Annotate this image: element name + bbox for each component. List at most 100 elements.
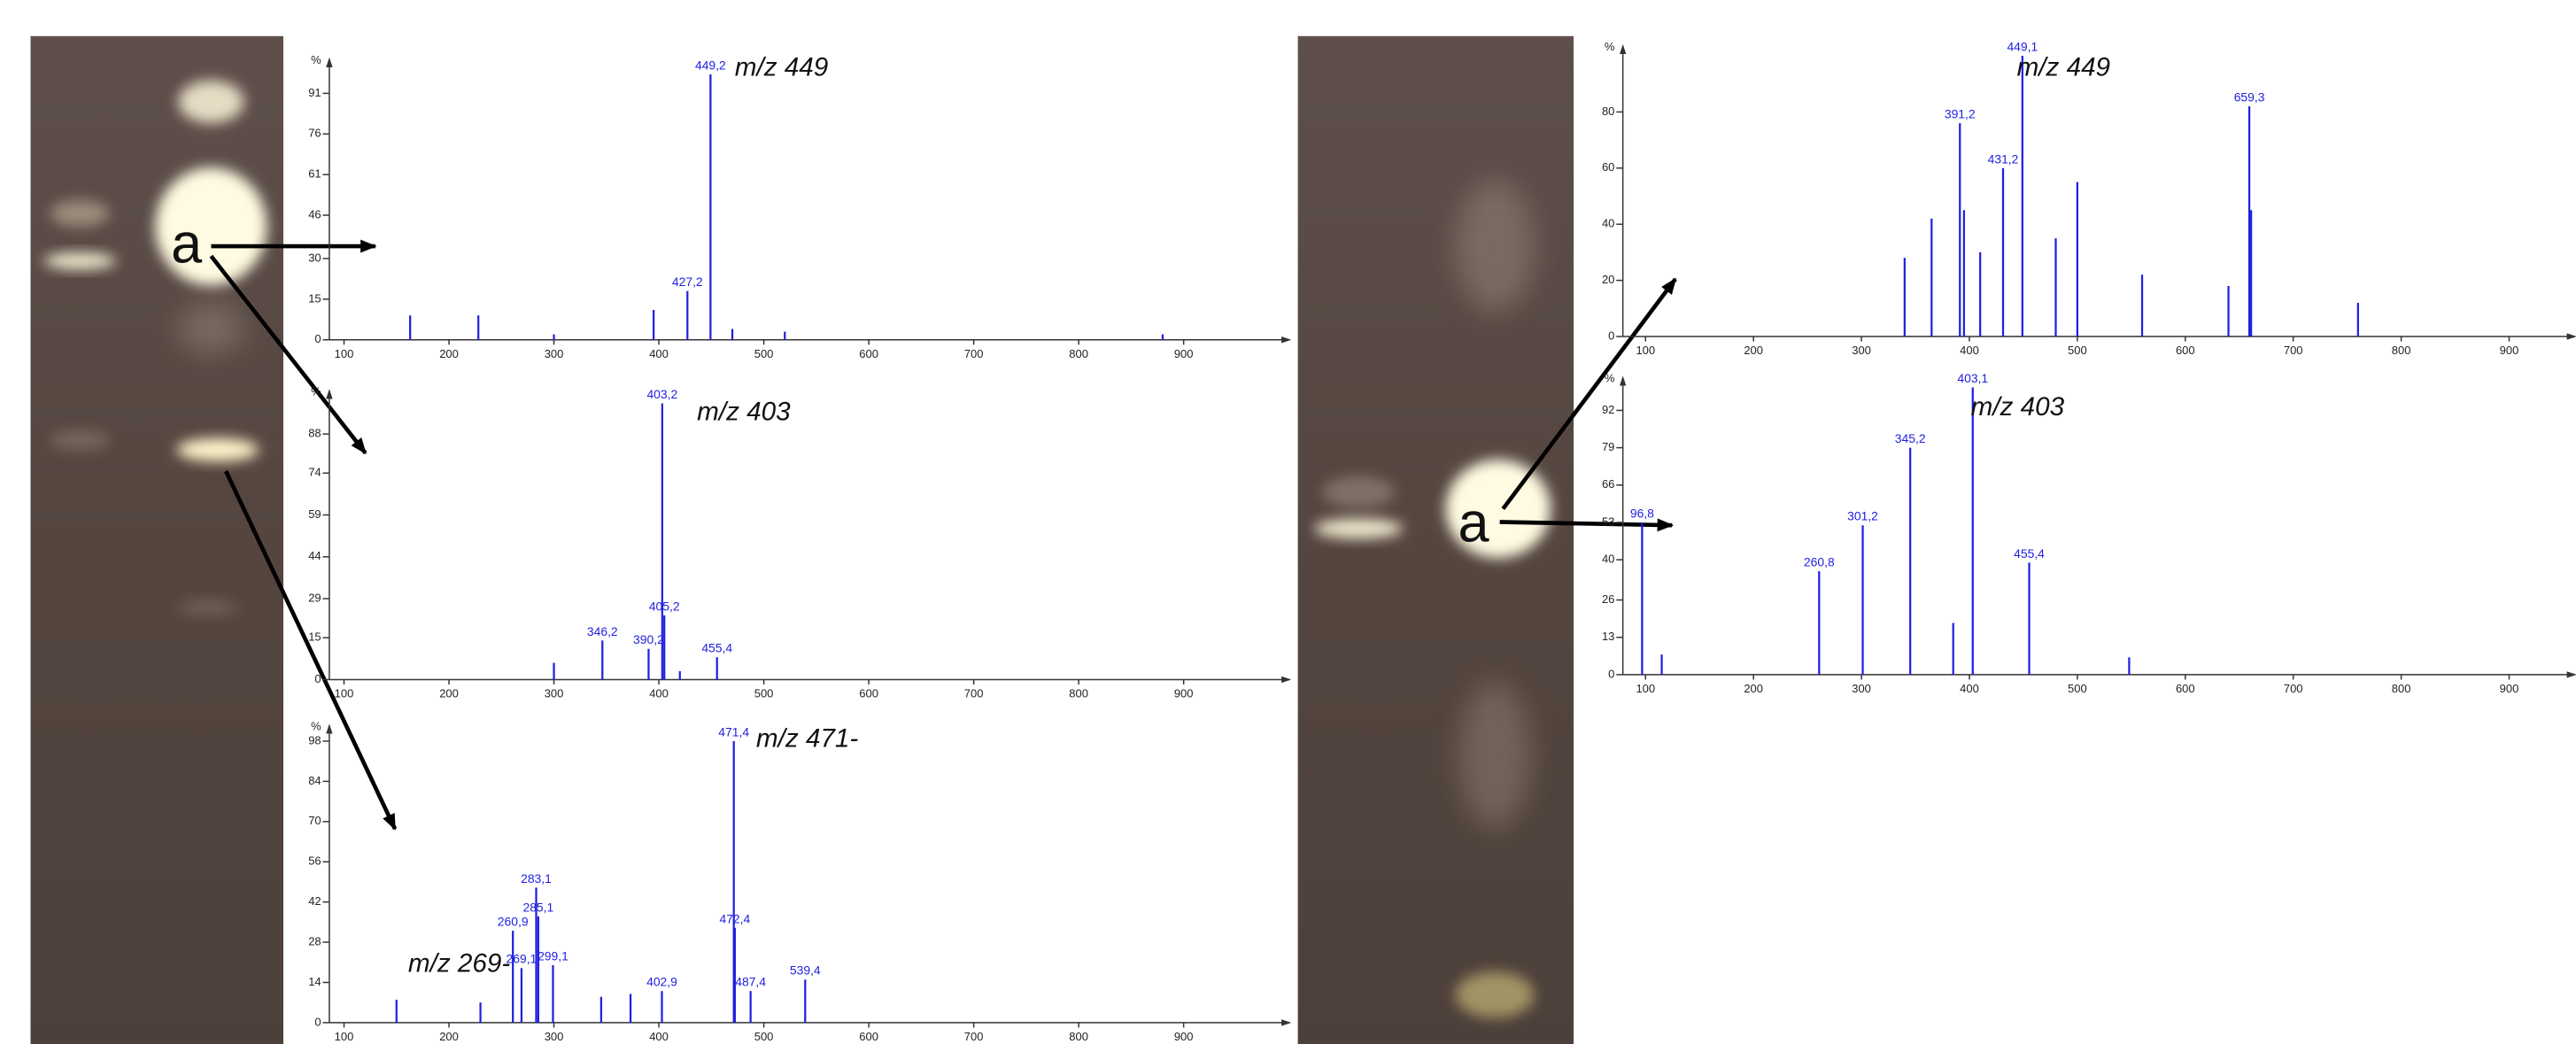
x-tick-label: 400 <box>649 347 669 360</box>
x-tick-label: 500 <box>2068 682 2087 695</box>
y-tick-label: 0 <box>314 1015 321 1028</box>
x-tick-label: 200 <box>439 687 459 700</box>
x-tick-label: 200 <box>1744 344 1763 357</box>
x-tick-label: 600 <box>2176 682 2195 695</box>
annotation: m/z 471- <box>756 723 858 753</box>
peak-label: 402,9 <box>646 975 677 989</box>
peak-label: 403,1 <box>1957 371 1988 385</box>
y-tick-label: 56 <box>308 855 321 868</box>
y-tick-label: 53 <box>1602 514 1614 528</box>
y-axis-label: % <box>1605 40 1615 53</box>
x-tick-label: 300 <box>1852 682 1871 695</box>
x-tick-label: 800 <box>2392 682 2411 695</box>
x-tick-label: 300 <box>1852 344 1871 357</box>
x-tick-label: 900 <box>1174 687 1194 700</box>
x-tick-label: 800 <box>1069 1030 1088 1043</box>
x-tick-label: 700 <box>964 347 984 360</box>
y-tick-label: 46 <box>308 207 321 220</box>
peak-label: 285,1 <box>522 900 553 914</box>
x-tick-label: 100 <box>335 347 354 360</box>
annotation: m/z 449 <box>735 52 829 81</box>
y-tick-label: 44 <box>308 549 321 562</box>
annotation: m/z 403 <box>1971 392 2065 421</box>
annotation: m/z 449 <box>2017 52 2111 81</box>
x-tick-label: 100 <box>335 1030 354 1043</box>
y-tick-label: 0 <box>314 672 321 685</box>
x-tick-label: 700 <box>964 687 984 700</box>
peak-label: 260,9 <box>498 915 529 929</box>
plate-label: a <box>171 213 203 275</box>
peak-label: 96,8 <box>1630 506 1654 520</box>
y-tick-label: 28 <box>308 934 321 947</box>
y-tick-label: 60 <box>1602 160 1614 174</box>
peak-label: 403,2 <box>646 387 677 401</box>
peak-label: 487,4 <box>735 975 766 989</box>
x-tick-label: 500 <box>754 1030 774 1043</box>
y-tick-label: 20 <box>1602 273 1614 286</box>
peak-label: 427,2 <box>672 275 703 289</box>
x-tick-label: 600 <box>859 1030 878 1043</box>
y-axis-label: % <box>311 53 321 66</box>
x-tick-label: 900 <box>2500 344 2519 357</box>
peak-label: 471,4 <box>718 724 749 739</box>
y-tick-label: 30 <box>308 251 321 264</box>
x-tick-label: 900 <box>1174 347 1194 360</box>
y-tick-label: 14 <box>308 975 321 988</box>
x-tick-label: 400 <box>1960 682 1979 695</box>
y-tick-label: 59 <box>308 507 321 521</box>
x-tick-label: 900 <box>2500 682 2519 695</box>
x-tick-label: 300 <box>545 347 564 360</box>
y-tick-label: 13 <box>1602 630 1614 643</box>
peak-label: 405,2 <box>649 599 680 613</box>
peak-label: 299,1 <box>538 948 569 963</box>
x-tick-label: 200 <box>439 1030 459 1043</box>
x-tick-label: 600 <box>859 687 878 700</box>
y-tick-label: 76 <box>308 127 321 140</box>
x-tick-label: 700 <box>2284 682 2303 695</box>
y-tick-label: 74 <box>308 466 321 479</box>
x-tick-label: 400 <box>1960 344 1979 357</box>
peak-label: 301,2 <box>1847 509 1878 523</box>
tlc-plate-left <box>31 36 283 1044</box>
peak-label: 269,1 <box>507 952 538 966</box>
y-tick-label: 15 <box>308 291 321 305</box>
peak-label: 345,2 <box>1895 431 1926 445</box>
y-tick-label: 15 <box>308 630 321 644</box>
peak-label: 283,1 <box>521 871 552 885</box>
x-tick-label: 100 <box>335 687 354 700</box>
x-tick-label: 800 <box>2392 344 2411 357</box>
peak-label: 431,2 <box>1988 151 2019 166</box>
y-tick-label: 98 <box>308 733 321 746</box>
annotation: m/z 269- <box>408 948 510 978</box>
peak-label: 659,3 <box>2234 90 2265 104</box>
x-tick-label: 800 <box>1069 347 1088 360</box>
x-tick-label: 500 <box>2068 344 2087 357</box>
x-tick-label: 200 <box>439 347 459 360</box>
x-tick-label: 100 <box>1636 344 1655 357</box>
y-tick-label: 26 <box>1602 592 1614 606</box>
x-tick-label: 700 <box>2284 344 2303 357</box>
y-axis-label: % <box>1605 372 1615 385</box>
y-tick-label: 0 <box>1608 667 1614 680</box>
y-tick-label: 79 <box>1602 440 1614 453</box>
y-tick-label: 92 <box>1602 403 1614 416</box>
x-tick-label: 400 <box>649 687 669 700</box>
y-tick-label: 29 <box>308 591 321 604</box>
y-tick-label: 0 <box>314 332 321 345</box>
y-axis-label: % <box>311 384 321 398</box>
x-tick-label: 600 <box>859 347 878 360</box>
peak-label: 539,4 <box>790 963 821 978</box>
y-tick-label: 0 <box>1608 329 1614 342</box>
figure: a a %01530466176911002003004005006007008… <box>0 0 2576 1044</box>
y-axis-label: % <box>311 720 321 733</box>
x-tick-label: 400 <box>649 1030 669 1043</box>
page: {"plate_labels": ["a", "a"], "chart_data… <box>0 0 2576 1044</box>
y-tick-label: 40 <box>1602 217 1614 230</box>
peak-label: 390,2 <box>633 632 664 646</box>
tlc-plate-right <box>1298 36 1574 1044</box>
x-tick-label: 500 <box>754 687 774 700</box>
